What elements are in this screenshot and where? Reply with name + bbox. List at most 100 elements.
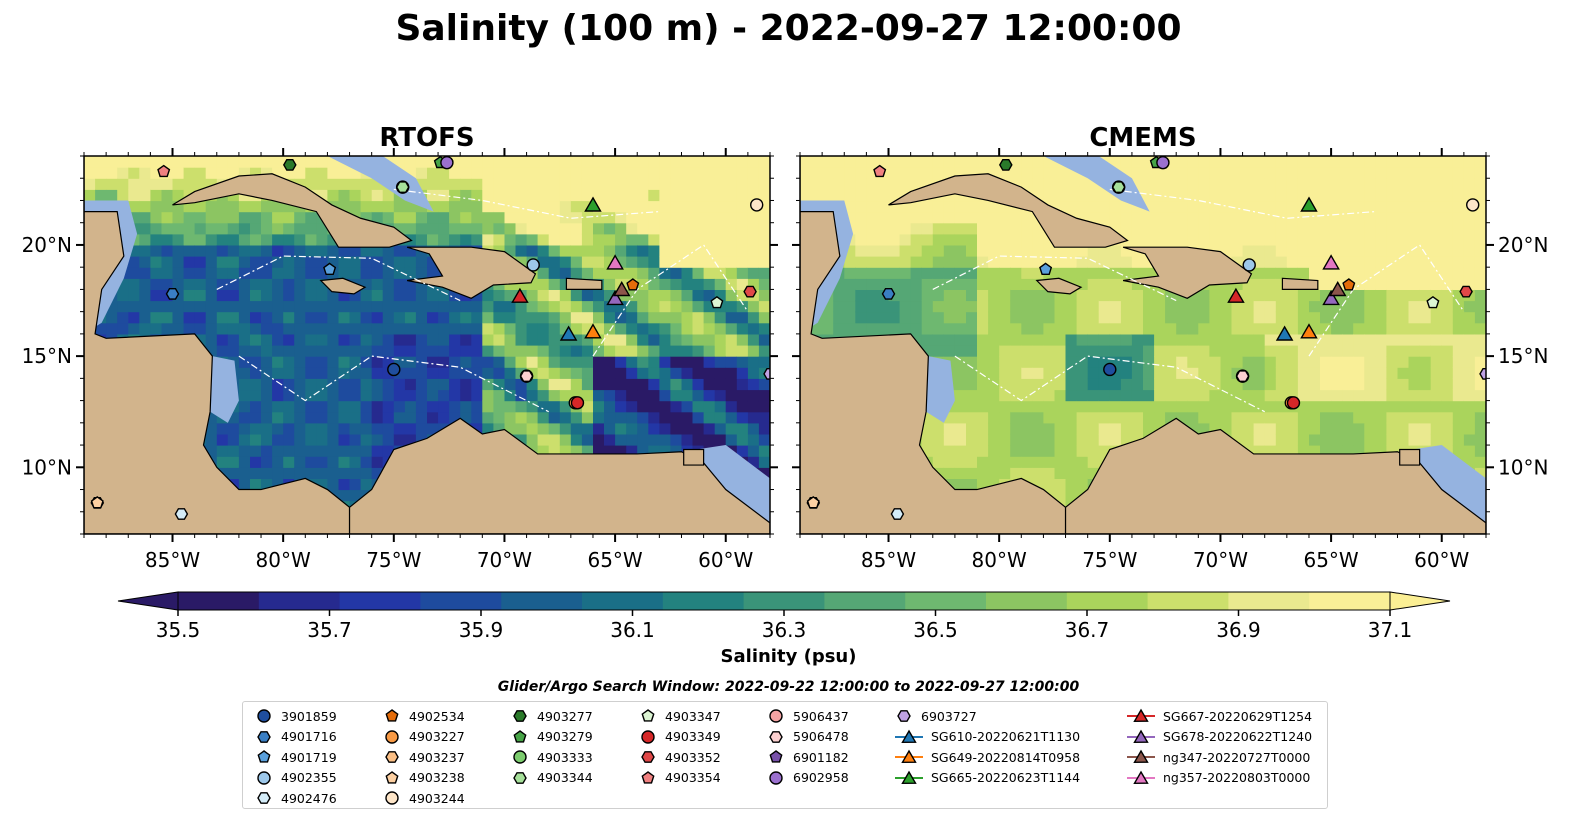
field-cell	[1275, 211, 1288, 224]
field-cell	[1408, 289, 1421, 302]
field-cell	[593, 378, 605, 391]
field-cell	[128, 200, 140, 213]
field-cell	[1165, 222, 1177, 235]
field-cell	[382, 389, 395, 402]
field-cell	[1375, 367, 1388, 379]
field-cell	[855, 189, 867, 202]
field-cell	[1419, 356, 1432, 368]
field-cell	[183, 233, 196, 246]
field-cell	[747, 333, 760, 346]
field-cell	[305, 211, 317, 224]
field-cell	[999, 378, 1011, 391]
field-cell	[438, 322, 450, 335]
field-cell	[1386, 222, 1399, 235]
field-cell	[1054, 389, 1067, 402]
field-cell	[1452, 445, 1465, 457]
field-cell	[1474, 267, 1486, 279]
field-cell	[1386, 178, 1399, 190]
field-cell	[604, 200, 616, 213]
field-cell	[670, 267, 683, 279]
field-cell	[659, 211, 672, 224]
field-cell	[150, 289, 163, 302]
field-cell	[758, 244, 770, 257]
field-cell	[1275, 445, 1288, 457]
field-cell	[977, 333, 989, 346]
field-cell	[1154, 333, 1166, 346]
field-cell	[482, 178, 494, 190]
field-cell	[1143, 267, 1155, 279]
field-cell	[371, 422, 384, 435]
field-cell	[1154, 289, 1166, 302]
field-cell	[899, 311, 912, 324]
field-cell	[604, 333, 616, 346]
field-cell	[238, 211, 251, 224]
field-cell	[1176, 222, 1188, 235]
field-cell	[1320, 233, 1332, 246]
field-cell	[172, 167, 185, 179]
field-cell	[888, 200, 901, 213]
legend-label: 4901716	[281, 729, 337, 744]
field-cell	[1375, 345, 1388, 357]
y-tick-label: 15°N	[22, 344, 72, 368]
field-cell	[593, 356, 605, 368]
field-cell	[1010, 422, 1022, 435]
field-cell	[811, 178, 823, 190]
field-cell	[183, 200, 196, 213]
legend-marker-pentagon	[513, 729, 527, 743]
field-cell	[681, 156, 694, 168]
field-cell	[1386, 311, 1399, 324]
legend-symbol	[901, 729, 917, 743]
field-cell	[1397, 433, 1410, 446]
field-cell	[637, 311, 649, 324]
field-cell	[548, 411, 561, 424]
field-cell	[393, 300, 406, 313]
field-cell	[1386, 244, 1399, 257]
field-cell	[855, 167, 867, 179]
field-cell	[194, 322, 207, 335]
field-cell	[1187, 211, 1199, 224]
field-cell	[349, 289, 362, 302]
field-cell	[1143, 189, 1155, 202]
field-cell	[227, 289, 240, 302]
field-cell	[1331, 200, 1343, 213]
field-cell	[438, 367, 450, 379]
field-cell	[1430, 278, 1443, 290]
field-cell	[921, 233, 934, 246]
field-cell	[482, 367, 494, 379]
field-cell	[1331, 311, 1343, 324]
field-cell	[966, 200, 978, 213]
field-cell	[1441, 278, 1454, 290]
field-cell	[493, 345, 506, 357]
field-cell	[1220, 411, 1233, 424]
field-cell	[1010, 267, 1022, 279]
field-cell	[1165, 211, 1177, 224]
field-cell	[1154, 400, 1166, 413]
field-cell	[1253, 367, 1266, 379]
field-cell	[570, 345, 583, 357]
platform-4903344	[395, 181, 410, 194]
legend-item: 6903727	[895, 706, 977, 726]
legend-label: SG678-20220622T1240	[1163, 729, 1313, 744]
field-cell	[736, 433, 749, 446]
field-cell	[626, 411, 638, 424]
field-cell	[415, 311, 428, 324]
field-cell	[1065, 400, 1078, 413]
field-cell	[866, 178, 879, 190]
field-cell	[1198, 411, 1210, 424]
field-cell	[1032, 345, 1045, 357]
field-cell	[988, 345, 1000, 357]
field-cell	[943, 211, 956, 224]
field-cell	[183, 244, 196, 257]
field-cell	[1065, 178, 1078, 190]
field-cell	[1065, 389, 1078, 402]
field-cell	[1474, 178, 1486, 190]
field-cell	[382, 422, 395, 435]
field-cell	[1264, 167, 1277, 179]
field-cell	[593, 178, 605, 190]
field-cell	[1297, 178, 1310, 190]
field-cell	[1375, 178, 1388, 190]
legend-symbol	[641, 709, 655, 722]
field-cell	[954, 478, 967, 491]
field-cell	[382, 311, 395, 324]
field-cell	[659, 356, 672, 368]
